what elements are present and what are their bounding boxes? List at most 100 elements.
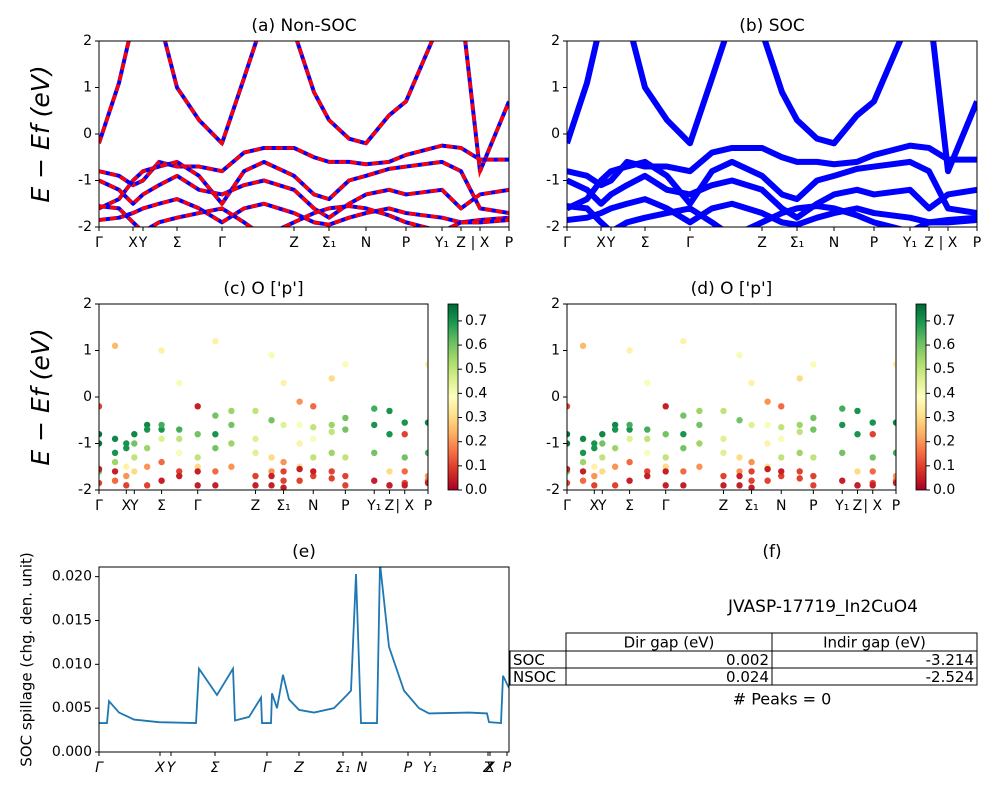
table-value: 0.002 <box>726 651 769 669</box>
x-tick-label: N <box>829 235 839 251</box>
table-value: 0.024 <box>726 668 769 686</box>
x-tick-label: Y₁ <box>366 498 381 514</box>
projection-point <box>386 264 392 270</box>
x-tick-label: | X <box>471 235 490 251</box>
projection-point <box>111 468 119 475</box>
x-tick-label: P <box>424 498 432 514</box>
projection-point <box>268 472 275 480</box>
projection-point <box>778 424 785 431</box>
projection-point <box>778 435 785 443</box>
x-tick-label: Σ₁ <box>322 235 336 251</box>
projection-point <box>176 472 183 480</box>
projection-point <box>626 477 633 484</box>
y-tick-label: 0 <box>83 126 92 142</box>
x-tick-label: Y <box>129 498 139 514</box>
projection-point <box>342 482 349 489</box>
y-tick-label: 0 <box>551 126 560 142</box>
table-value: -3.214 <box>926 651 974 669</box>
colorbar-tick-label: 0.5 <box>933 361 955 377</box>
projection-point <box>123 440 130 447</box>
projection-point <box>612 278 618 284</box>
projection-point <box>854 407 861 415</box>
projection-point <box>228 463 235 470</box>
projection-point <box>839 421 846 429</box>
projection-point <box>662 431 669 438</box>
x-tick-label: Z <box>289 235 299 251</box>
projection-point <box>268 468 275 475</box>
projection-point <box>144 278 150 284</box>
table-cell <box>771 667 978 686</box>
projection-point <box>567 479 571 487</box>
projection-point <box>194 468 201 475</box>
projection-point <box>99 431 103 438</box>
projection-point <box>328 428 335 436</box>
y-tick-label: -1 <box>78 436 92 452</box>
projection-point <box>736 472 743 480</box>
spillage-line <box>99 567 509 725</box>
projection-point <box>662 468 669 475</box>
projection-point <box>158 426 165 433</box>
x-tick-label: Σ₁ <box>336 760 350 776</box>
colorbar-tick-label: 0.4 <box>465 385 487 401</box>
projection-point <box>591 472 598 480</box>
projection-point <box>296 421 303 429</box>
projection-point <box>228 421 235 429</box>
projection-point <box>644 435 651 443</box>
projection-point <box>212 431 219 438</box>
x-tick-label: Σ₁ <box>276 498 290 514</box>
y-tick-label: 1 <box>83 343 92 359</box>
projection-point <box>252 449 259 456</box>
projection-point <box>328 475 335 482</box>
projection-point <box>599 431 606 438</box>
band-line <box>99 204 509 227</box>
colorbar-tick-label: 0.7 <box>465 313 487 329</box>
plot-area <box>99 264 428 502</box>
projection-point <box>854 264 860 270</box>
projection-point <box>228 496 234 502</box>
band-line-overlay <box>99 204 509 227</box>
projection-point <box>892 479 896 487</box>
projection-point <box>869 482 876 489</box>
projection-point <box>778 403 785 410</box>
projection-point <box>310 472 317 480</box>
axes-frame <box>566 40 978 228</box>
panel-title: (a) Non-SOC <box>251 16 356 36</box>
projection-point <box>720 435 727 443</box>
x-tick-label: P <box>404 760 413 776</box>
projection-point <box>854 468 861 475</box>
colorbar-tick-label: 0.0 <box>465 482 487 498</box>
projection-point <box>854 482 861 489</box>
x-tick-label: Z <box>293 760 304 776</box>
projection-point <box>579 477 587 484</box>
projection-point <box>748 458 755 466</box>
projection-point <box>123 482 130 489</box>
projection-point <box>796 475 803 482</box>
projection-point <box>123 282 129 288</box>
projection-point <box>611 463 619 470</box>
projection-point <box>591 440 598 447</box>
projection-point <box>252 472 259 480</box>
projection-point <box>296 477 303 484</box>
x-tick-label: Z <box>456 235 466 251</box>
projection-point <box>280 477 287 484</box>
projection-point <box>869 419 876 426</box>
projection-point <box>252 407 259 415</box>
projection-point <box>228 440 235 447</box>
projection-point <box>599 440 606 447</box>
x-tick-label: P <box>973 235 981 251</box>
x-tick-label: Σ <box>211 760 220 776</box>
projection-point <box>680 444 687 452</box>
projection-point <box>869 468 876 475</box>
y-tick-label: 1 <box>551 343 560 359</box>
projection-point <box>111 435 119 443</box>
x-tick-label: | X <box>395 498 414 514</box>
projection-point <box>386 431 393 438</box>
projection-point <box>99 479 103 487</box>
projection-point <box>280 458 287 466</box>
colorbar-tick-label: 0.2 <box>465 434 487 450</box>
projection-point <box>158 421 165 429</box>
y-tick-label: 0.005 <box>52 700 92 716</box>
axes-frame <box>98 40 510 228</box>
projection-point <box>143 444 151 452</box>
